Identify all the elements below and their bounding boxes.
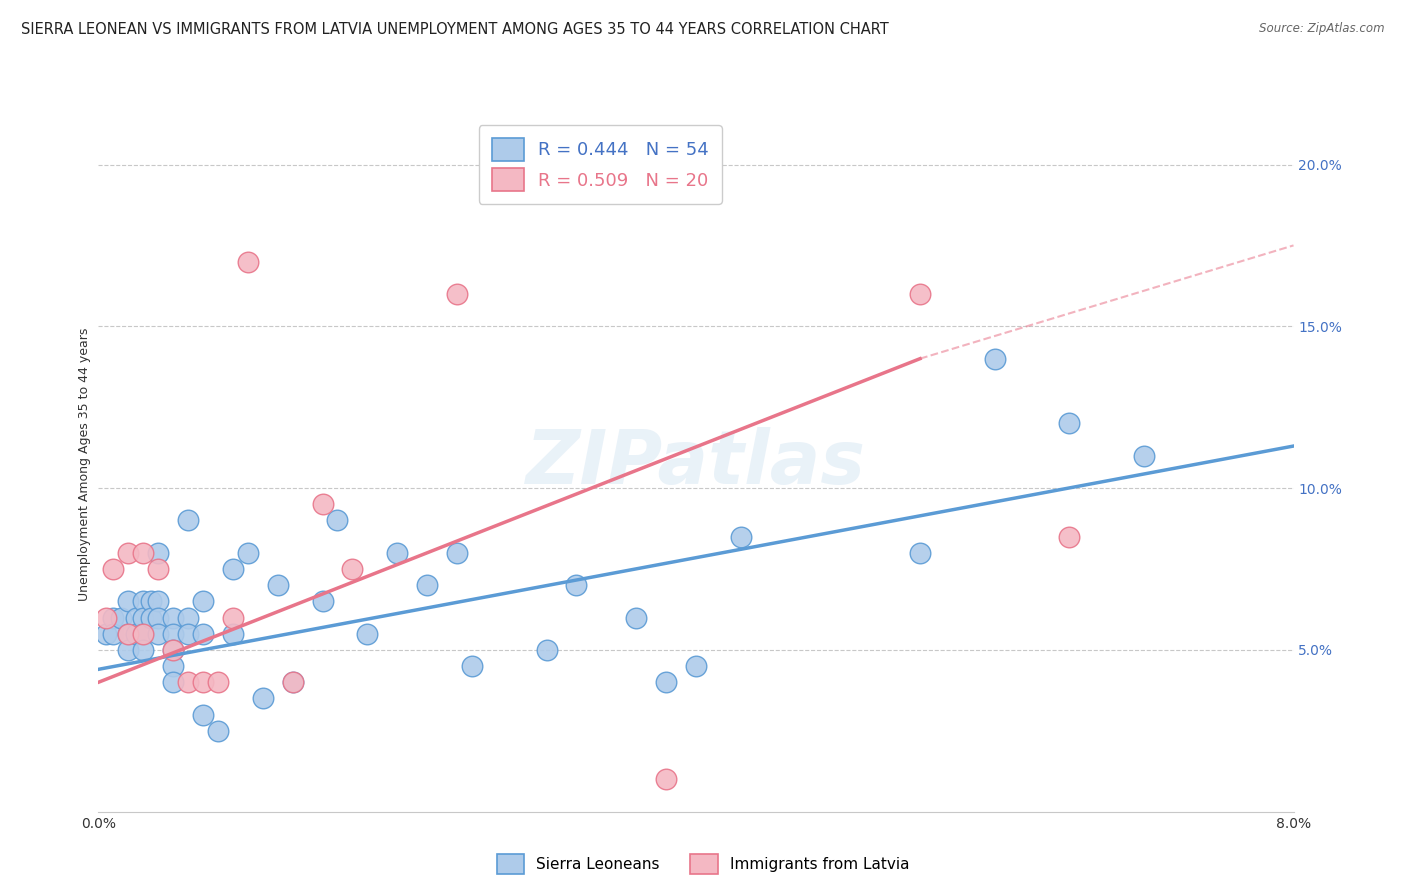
Point [655,675,678,690]
Point [177,610,200,624]
Point [110,610,132,624]
Text: Source: ZipAtlas.com: Source: ZipAtlas.com [1260,22,1385,36]
Point [326,513,349,527]
Point [117,546,139,560]
Point [416,578,439,592]
Point [281,675,304,690]
Point [177,675,200,690]
Point [162,643,184,657]
Point [103,626,125,640]
Point [356,626,378,640]
Point [139,594,162,608]
Point [148,626,170,640]
Text: SIERRA LEONEAN VS IMMIGRANTS FROM LATVIA UNEMPLOYMENT AMONG AGES 35 TO 44 YEARS : SIERRA LEONEAN VS IMMIGRANTS FROM LATVIA… [21,22,889,37]
Point [1059,417,1081,431]
Point [281,675,304,690]
Point [148,546,170,560]
Point [252,691,274,706]
Point [385,546,409,560]
Point [908,287,931,301]
Point [139,610,162,624]
Point [222,626,245,640]
Point [222,610,245,624]
Point [117,643,139,657]
Point [1059,530,1081,544]
Point [236,546,259,560]
Point [125,610,148,624]
Point [162,643,184,657]
Point [983,351,1005,366]
Point [162,675,184,690]
Point [565,578,588,592]
Legend: R = 0.444   N = 54, R = 0.509   N = 20: R = 0.444 N = 54, R = 0.509 N = 20 [479,125,721,204]
Point [446,287,468,301]
Point [177,626,200,640]
Point [908,546,931,560]
Point [103,562,125,576]
Point [624,610,647,624]
Point [536,643,558,657]
Point [117,626,139,640]
Point [94,610,117,624]
Point [236,254,259,268]
Point [177,513,200,527]
Y-axis label: Unemployment Among Ages 35 to 44 years: Unemployment Among Ages 35 to 44 years [79,327,91,600]
Point [132,643,155,657]
Point [162,610,184,624]
Point [148,562,170,576]
Point [132,594,155,608]
Point [94,626,117,640]
Point [311,594,333,608]
Point [103,610,125,624]
Point [655,772,678,787]
Point [191,707,214,722]
Point [191,626,214,640]
Point [311,497,333,511]
Point [148,610,170,624]
Point [148,594,170,608]
Point [685,659,707,673]
Point [117,626,139,640]
Point [132,610,155,624]
Text: ZIPatlas: ZIPatlas [526,427,866,500]
Point [730,530,752,544]
Point [132,546,155,560]
Point [207,723,229,738]
Point [446,546,468,560]
Point [191,675,214,690]
Point [267,578,290,592]
Point [461,659,484,673]
Point [162,626,184,640]
Point [207,675,229,690]
Point [132,626,155,640]
Point [125,626,148,640]
Point [191,594,214,608]
Point [162,659,184,673]
Point [342,562,364,576]
Point [132,626,155,640]
Point [222,562,245,576]
Legend: Sierra Leoneans, Immigrants from Latvia: Sierra Leoneans, Immigrants from Latvia [491,848,915,880]
Point [117,594,139,608]
Point [1133,449,1156,463]
